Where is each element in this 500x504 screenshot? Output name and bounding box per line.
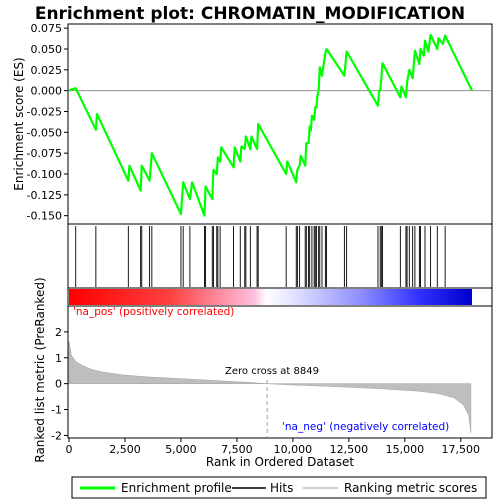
es-tick-label: -0.100 bbox=[27, 168, 62, 181]
x-tick-label: 2,500 bbox=[109, 443, 141, 456]
es-panel-frame bbox=[68, 24, 492, 224]
rank-color-bar bbox=[69, 289, 472, 305]
es-tick-label: -0.125 bbox=[27, 189, 62, 202]
neg-label: 'na_neg' (negatively correlated) bbox=[282, 421, 449, 433]
legend-es-label: Enrichment profile bbox=[121, 481, 232, 495]
es-tick-label: 0.000 bbox=[31, 85, 63, 98]
metric-axis-label: Ranked list metric (PreRanked) bbox=[33, 277, 47, 462]
x-tick-label: 15,000 bbox=[386, 443, 425, 456]
es-tick-label: -0.150 bbox=[27, 210, 62, 223]
legend: Enrichment profile Hits Ranking metric s… bbox=[72, 477, 486, 498]
metric-axis-ticks: 2 1 0 -1 -2 bbox=[51, 326, 68, 443]
es-axis-ticks: 0.075 0.050 0.025 0.000 -0.025 -0.050 -0.075 -0… bbox=[27, 22, 68, 223]
es-axis-label: Enrichment score (ES) bbox=[12, 57, 26, 190]
x-tick-label: 0 bbox=[66, 443, 73, 456]
metric-tick-label: -2 bbox=[51, 429, 62, 442]
es-tick-label: 0.075 bbox=[31, 22, 63, 35]
pos-label: 'na_pos' (positively correlated) bbox=[73, 306, 234, 318]
metric-tick-label: 2 bbox=[55, 326, 62, 339]
legend-hits-label: Hits bbox=[270, 481, 293, 495]
hits-panel-frame bbox=[68, 224, 492, 288]
chart-title: Enrichment plot: CHROMATIN_MODIFICATION bbox=[35, 4, 465, 24]
x-tick-label: 17,500 bbox=[442, 443, 481, 456]
x-axis-label: Rank in Ordered Dataset bbox=[206, 455, 354, 469]
metric-tick-label: 0 bbox=[55, 378, 62, 391]
x-axis-ticks: 0 2,500 5,000 7,500 10,000 12,500 15,000 17,500 bbox=[66, 438, 481, 456]
es-tick-label: -0.025 bbox=[27, 106, 62, 119]
legend-metric-label: Ranking metric scores bbox=[344, 481, 477, 495]
metric-tick-label: 1 bbox=[55, 352, 62, 365]
es-tick-label: -0.050 bbox=[27, 126, 62, 139]
es-tick-label: 0.050 bbox=[31, 43, 63, 56]
es-tick-label: 0.025 bbox=[31, 64, 63, 77]
zero-cross-label: Zero cross at 8849 bbox=[225, 366, 319, 377]
es-tick-label: -0.075 bbox=[27, 147, 62, 160]
x-tick-label: 5,000 bbox=[165, 443, 197, 456]
metric-tick-label: -1 bbox=[51, 404, 62, 417]
